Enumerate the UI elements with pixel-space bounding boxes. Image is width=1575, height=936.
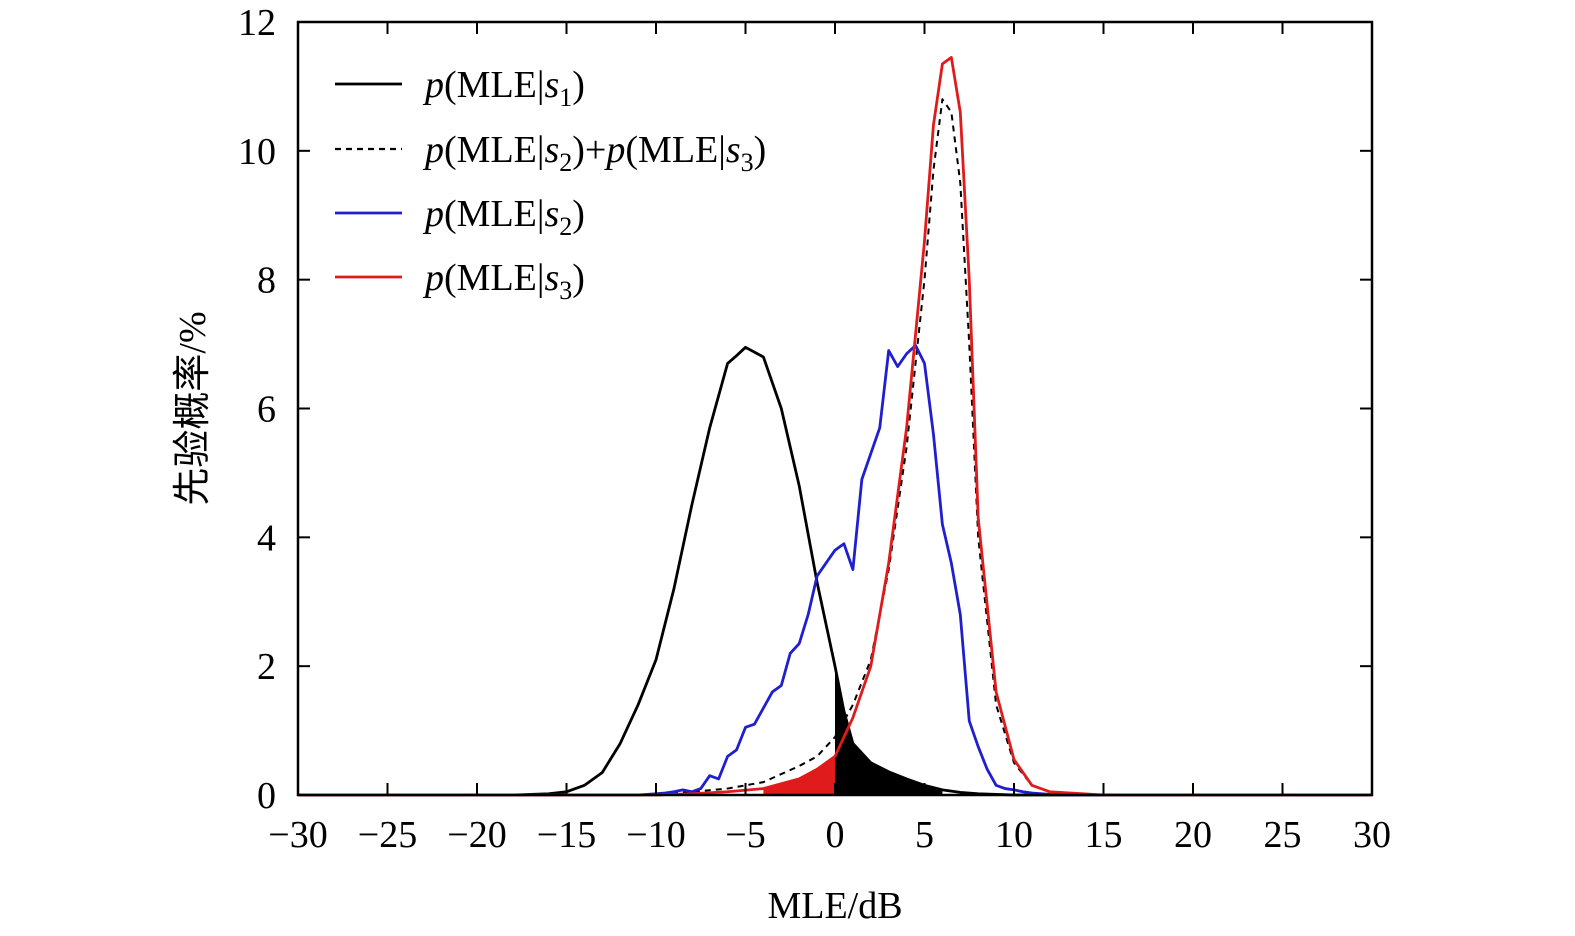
legend-entry: p(MLE|s2) <box>422 193 585 241</box>
shaded-region-1 <box>763 756 835 795</box>
x-tick-label: −20 <box>447 814 506 856</box>
x-tick-label: 20 <box>1174 814 1212 856</box>
y-axis-title: 先验概率/% <box>172 311 214 505</box>
y-axis-ticks: 0 2 4 6 8 10 12 <box>238 2 1372 817</box>
x-tick-label: −10 <box>626 814 685 856</box>
x-tick-label: −5 <box>725 814 765 856</box>
x-tick-label: −25 <box>358 814 417 856</box>
x-tick-label: 15 <box>1085 814 1123 856</box>
x-tick-label: 25 <box>1264 814 1302 856</box>
x-tick-label: 30 <box>1353 814 1391 856</box>
y-tick-label: 2 <box>257 646 276 688</box>
y-tick-label: 4 <box>257 517 276 559</box>
x-tick-label: 10 <box>995 814 1033 856</box>
series-line-2 <box>298 98 1372 796</box>
series-line-4 <box>298 56 1372 797</box>
x-tick-label: −30 <box>268 814 327 856</box>
y-tick-label: 10 <box>238 131 276 173</box>
legend-entry: p(MLE|s1) <box>422 64 585 112</box>
y-tick-label: 6 <box>257 389 276 431</box>
series-line-3 <box>298 343 1372 797</box>
legend: p(MLE|s1) p(MLE|s2)+p(MLE|s3) p(MLE|s2) p(M… <box>335 64 766 305</box>
x-axis-title: MLE/dB <box>767 885 902 927</box>
x-tick-label: 0 <box>826 814 845 856</box>
shaded-region-2 <box>835 666 943 795</box>
x-tick-label: −15 <box>537 814 596 856</box>
y-tick-label: 12 <box>238 2 276 44</box>
x-tick-label: 5 <box>915 814 934 856</box>
x-axis-ticks: −30 −25 −20 −15 −10 −5 0 5 10 15 20 25 30 <box>268 22 1391 856</box>
shaded-regions <box>763 666 943 795</box>
legend-entry: p(MLE|s2)+p(MLE|s3) <box>422 129 766 177</box>
y-tick-label: 0 <box>257 775 276 817</box>
y-tick-label: 8 <box>257 260 276 302</box>
legend-entry: p(MLE|s3) <box>422 257 585 305</box>
